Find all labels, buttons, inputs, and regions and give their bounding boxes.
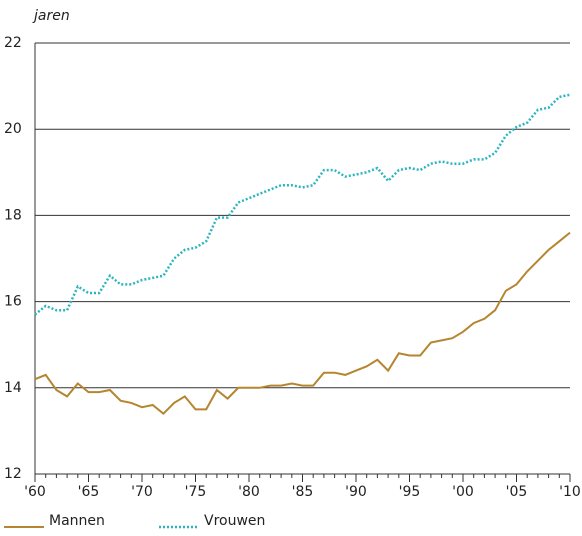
legend-label: Vrouwen: [204, 513, 265, 529]
x-tick-label: '10: [559, 484, 581, 500]
x-tick-label: '85: [292, 484, 314, 500]
x-tick-label: '90: [345, 484, 367, 500]
x-tick-label: '75: [185, 484, 207, 500]
x-tick-label: '05: [506, 484, 528, 500]
y-tick-label: 16: [4, 294, 22, 310]
y-tick-label: 12: [4, 466, 22, 482]
legend-label: Mannen: [49, 513, 105, 529]
x-tick-label: '60: [24, 484, 46, 500]
series-line: [34, 231, 571, 416]
y-tick-label: 18: [4, 207, 22, 223]
x-tick-label: '00: [452, 484, 474, 500]
x-tick-label: '80: [238, 484, 260, 500]
series-line: [34, 93, 571, 316]
y-axis-label: jaren: [32, 8, 70, 24]
x-tick-label: '70: [131, 484, 153, 500]
y-tick-label: 20: [4, 121, 22, 137]
x-tick-label: '65: [78, 484, 100, 500]
y-tick-label: 14: [4, 380, 22, 396]
x-tick-label: '95: [399, 484, 421, 500]
y-tick-label: 22: [4, 35, 22, 51]
